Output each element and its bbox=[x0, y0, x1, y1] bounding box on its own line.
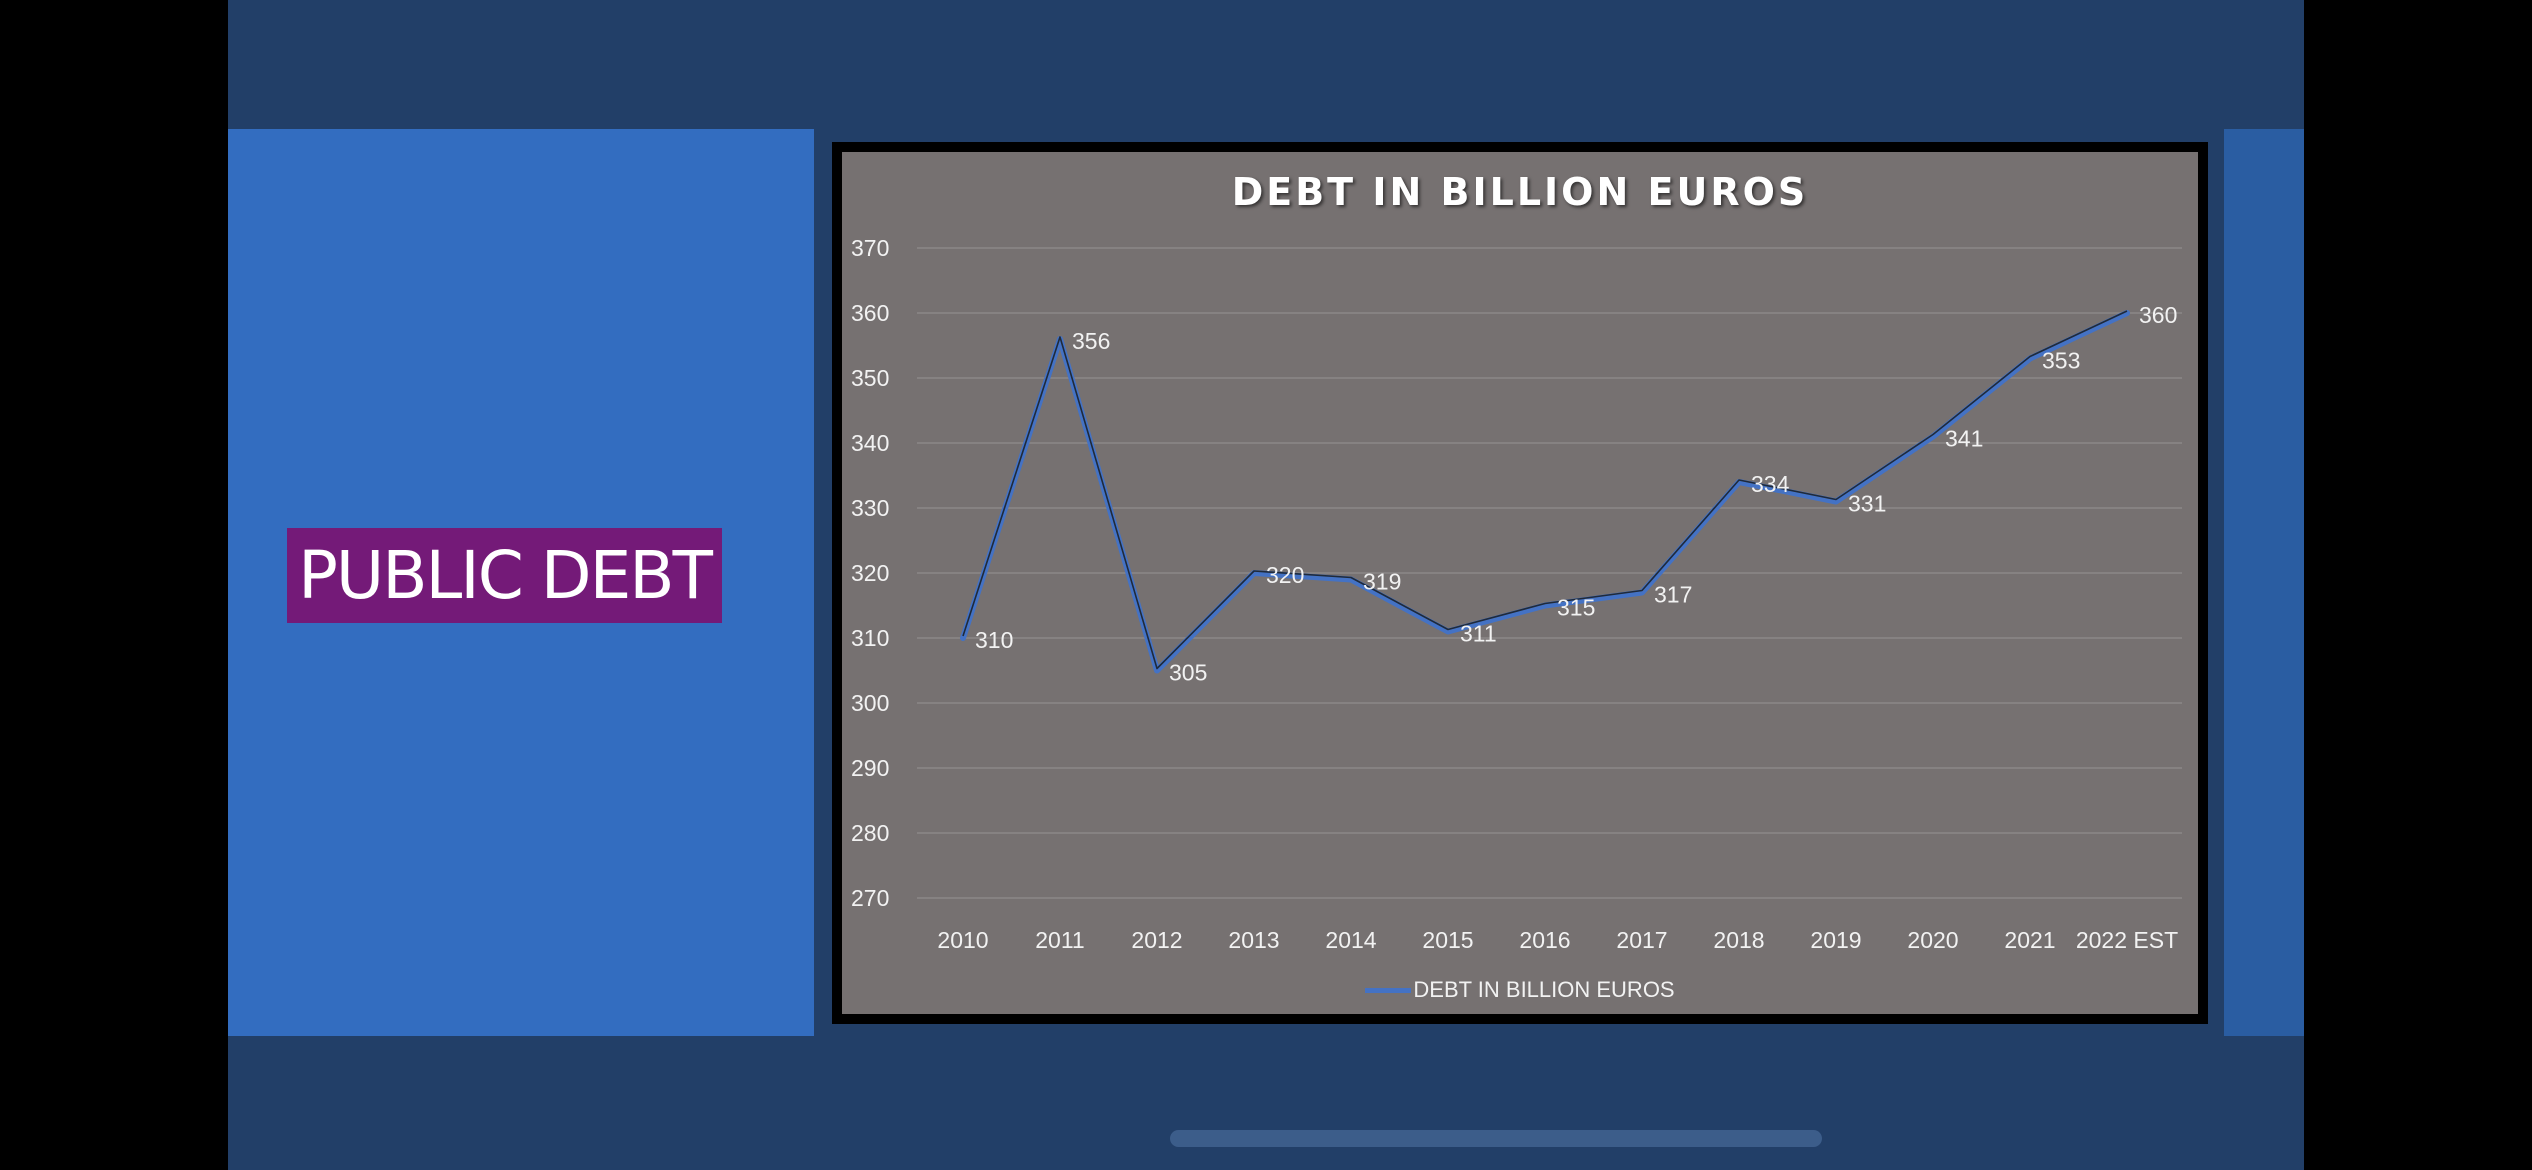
data-label: 317 bbox=[1654, 582, 1692, 608]
data-label: 341 bbox=[1945, 426, 1983, 452]
data-label: 353 bbox=[2042, 348, 2080, 374]
y-tick-label: 300 bbox=[851, 690, 889, 716]
chart-frame[interactable]: DEBT IN BILLION EUROS 370 360 350 340 330 320… bbox=[832, 142, 2208, 1024]
x-tick-label: 2016 bbox=[1519, 927, 1570, 953]
series-line-shadow bbox=[962, 310, 2128, 670]
legend-swatch bbox=[1365, 987, 1412, 993]
x-tick-label: 2021 bbox=[2004, 927, 2055, 953]
y-tick-label: 310 bbox=[851, 625, 889, 651]
y-tick-label: 320 bbox=[851, 560, 889, 586]
x-tick-label: 2018 bbox=[1713, 927, 1764, 953]
data-label: 320 bbox=[1266, 562, 1304, 588]
legend-label: DEBT IN BILLION EUROS bbox=[1413, 977, 1675, 1002]
series-line bbox=[960, 310, 2130, 674]
data-label: 360 bbox=[2139, 302, 2177, 328]
x-tick-label: 2011 bbox=[1035, 927, 1084, 953]
chart-title: DEBT IN BILLION EUROS bbox=[1231, 170, 1809, 214]
data-label: 331 bbox=[1848, 491, 1886, 517]
x-tick-label: 2014 bbox=[1325, 927, 1376, 953]
data-label: 310 bbox=[975, 627, 1013, 653]
x-tick-label: 2022 EST bbox=[2076, 927, 2178, 953]
y-tick-label: 290 bbox=[851, 755, 889, 781]
chart-area: DEBT IN BILLION EUROS 370 360 350 340 330 320… bbox=[842, 152, 2198, 1014]
data-label: 311 bbox=[1460, 621, 1497, 647]
y-tick-label: 280 bbox=[851, 820, 889, 846]
data-label: 305 bbox=[1169, 660, 1207, 686]
y-tick-label: 270 bbox=[851, 885, 889, 911]
x-tick-label: 2012 bbox=[1131, 927, 1182, 953]
data-label: 315 bbox=[1557, 595, 1595, 621]
data-label: 334 bbox=[1751, 471, 1790, 497]
line-chart: 370 360 350 340 330 320 310 300 290 280 270 2010 201… bbox=[851, 235, 2182, 953]
left-panel: PUBLIC DEBT bbox=[228, 129, 814, 1036]
x-tick-label: 2010 bbox=[937, 927, 988, 953]
y-tick-label: 360 bbox=[851, 300, 889, 326]
slide-canvas: PUBLIC DEBT DEBT IN BILLION EUROS 370 360… bbox=[228, 0, 2304, 1170]
chart-legend: DEBT IN BILLION EUROS bbox=[842, 977, 2198, 1003]
data-label: 356 bbox=[1072, 328, 1110, 354]
y-tick-label: 340 bbox=[851, 430, 889, 456]
x-tick-label: 2015 bbox=[1422, 927, 1473, 953]
y-tick-label: 370 bbox=[851, 235, 889, 261]
x-tick-label: 2019 bbox=[1810, 927, 1861, 953]
x-tick-label: 2017 bbox=[1616, 927, 1667, 953]
home-indicator[interactable] bbox=[1170, 1130, 1822, 1147]
y-tick-label: 350 bbox=[851, 365, 889, 391]
slide-title: PUBLIC DEBT bbox=[287, 528, 722, 623]
x-tick-label: 2020 bbox=[1907, 927, 1958, 953]
x-tick-label: 2013 bbox=[1228, 927, 1279, 953]
y-tick-label: 330 bbox=[851, 495, 889, 521]
right-panel bbox=[2224, 129, 2304, 1036]
data-label: 319 bbox=[1363, 569, 1401, 595]
